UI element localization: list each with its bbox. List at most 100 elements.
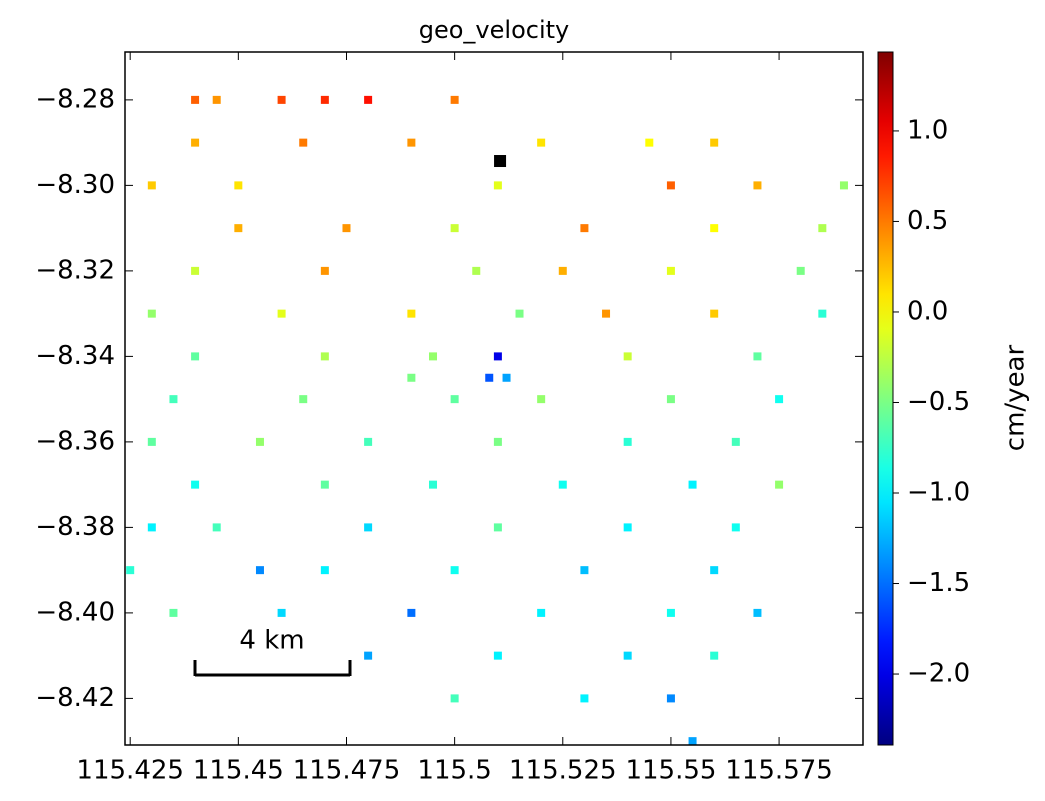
colorbar-tick-label: −1.5 [907,568,970,598]
colorbar-tick-label: 0.5 [907,206,948,236]
velocity-pixel [191,480,200,489]
reference-point [494,155,507,168]
velocity-pixel [450,694,459,703]
velocity-pixel [472,266,481,275]
velocity-pixel [450,224,459,233]
y-tick-label: −8.42 [35,683,115,713]
velocity-pixel [255,566,264,575]
velocity-pixel [580,694,589,703]
x-tick-label: 115.525 [509,756,617,786]
velocity-pixel [364,523,373,532]
velocity-pixel [169,395,178,404]
velocity-pixel [407,373,416,382]
velocity-pixel [493,523,502,532]
velocity-pixel [623,651,632,660]
x-tick-label: 115.5 [417,756,491,786]
velocity-pixel [320,95,329,104]
velocity-pixel [191,138,200,147]
velocity-pixel [818,224,827,233]
velocity-pixel [147,309,156,318]
velocity-pixel [277,608,286,617]
chart-title: geo_velocity [419,16,569,44]
colorbar-tick-label: 0.0 [907,296,948,326]
velocity-pixel [277,95,286,104]
x-tick-label: 115.55 [625,756,716,786]
velocity-pixel [147,437,156,446]
velocity-pixel [407,309,416,318]
velocity-pixel [666,266,675,275]
velocity-pixel [147,181,156,190]
velocity-pixel [731,437,740,446]
velocity-pixel [407,138,416,147]
velocity-pixel [191,95,200,104]
velocity-pixel [623,523,632,532]
x-tick-label: 115.475 [293,756,401,786]
velocity-pixel [623,352,632,361]
velocity-pixel [320,566,329,575]
velocity-pixel [839,181,848,190]
x-tick-label: 115.425 [76,756,184,786]
velocity-pixel [212,95,221,104]
velocity-pixel [710,651,719,660]
y-tick-label: −8.28 [35,84,115,114]
velocity-pixel [502,373,511,382]
velocity-pixel [450,395,459,404]
velocity-pixel [666,395,675,404]
velocity-pixel [623,437,632,446]
velocity-pixel [666,694,675,703]
velocity-pixel [688,480,697,489]
x-tick-label: 115.575 [725,756,833,786]
colorbar [877,51,894,746]
velocity-pixel [775,395,784,404]
velocity-pixel [710,224,719,233]
velocity-pixel [537,395,546,404]
velocity-pixel [666,181,675,190]
velocity-pixel [320,352,329,361]
colorbar-tick-label: −0.5 [907,387,970,417]
y-tick-label: −8.32 [35,255,115,285]
velocity-pixel [147,523,156,532]
velocity-pixel [342,224,351,233]
velocity-pixel [429,352,438,361]
velocity-pixel [493,651,502,660]
velocity-pixel [364,651,373,660]
colorbar-label: cm/year [1001,344,1031,451]
velocity-pixel [710,309,719,318]
y-tick-label: −8.38 [35,512,115,542]
velocity-pixel [537,138,546,147]
velocity-pixel [429,480,438,489]
velocity-pixel [515,309,524,318]
colorbar-tick-label: 1.0 [907,115,948,145]
velocity-pixel [299,395,308,404]
velocity-pixel [796,266,805,275]
velocity-pixel [212,523,221,532]
velocity-pixel [320,480,329,489]
velocity-pixel [537,608,546,617]
scale-bar-label: 4 km [239,626,304,656]
velocity-pixel [580,224,589,233]
y-tick-label: −8.34 [35,341,115,371]
velocity-pixel [493,181,502,190]
velocity-pixel [731,523,740,532]
velocity-pixel [320,266,329,275]
velocity-pixel [169,608,178,617]
velocity-pixel [126,566,135,575]
y-tick-label: −8.40 [35,597,115,627]
velocity-pixel [645,138,654,147]
velocity-pixel [753,352,762,361]
velocity-pixel [818,309,827,318]
velocity-pixel [450,95,459,104]
velocity-pixel [450,566,459,575]
velocity-pixel [364,95,373,104]
velocity-pixel [191,266,200,275]
y-tick-label: −8.36 [35,426,115,456]
velocity-pixel [277,309,286,318]
velocity-pixel [602,309,611,318]
y-tick-label: −8.30 [35,170,115,200]
velocity-pixel [558,480,567,489]
velocity-pixel [255,437,264,446]
colorbar-tick-label: −1.0 [907,478,970,508]
x-tick-label: 115.45 [193,756,284,786]
velocity-pixel [753,608,762,617]
